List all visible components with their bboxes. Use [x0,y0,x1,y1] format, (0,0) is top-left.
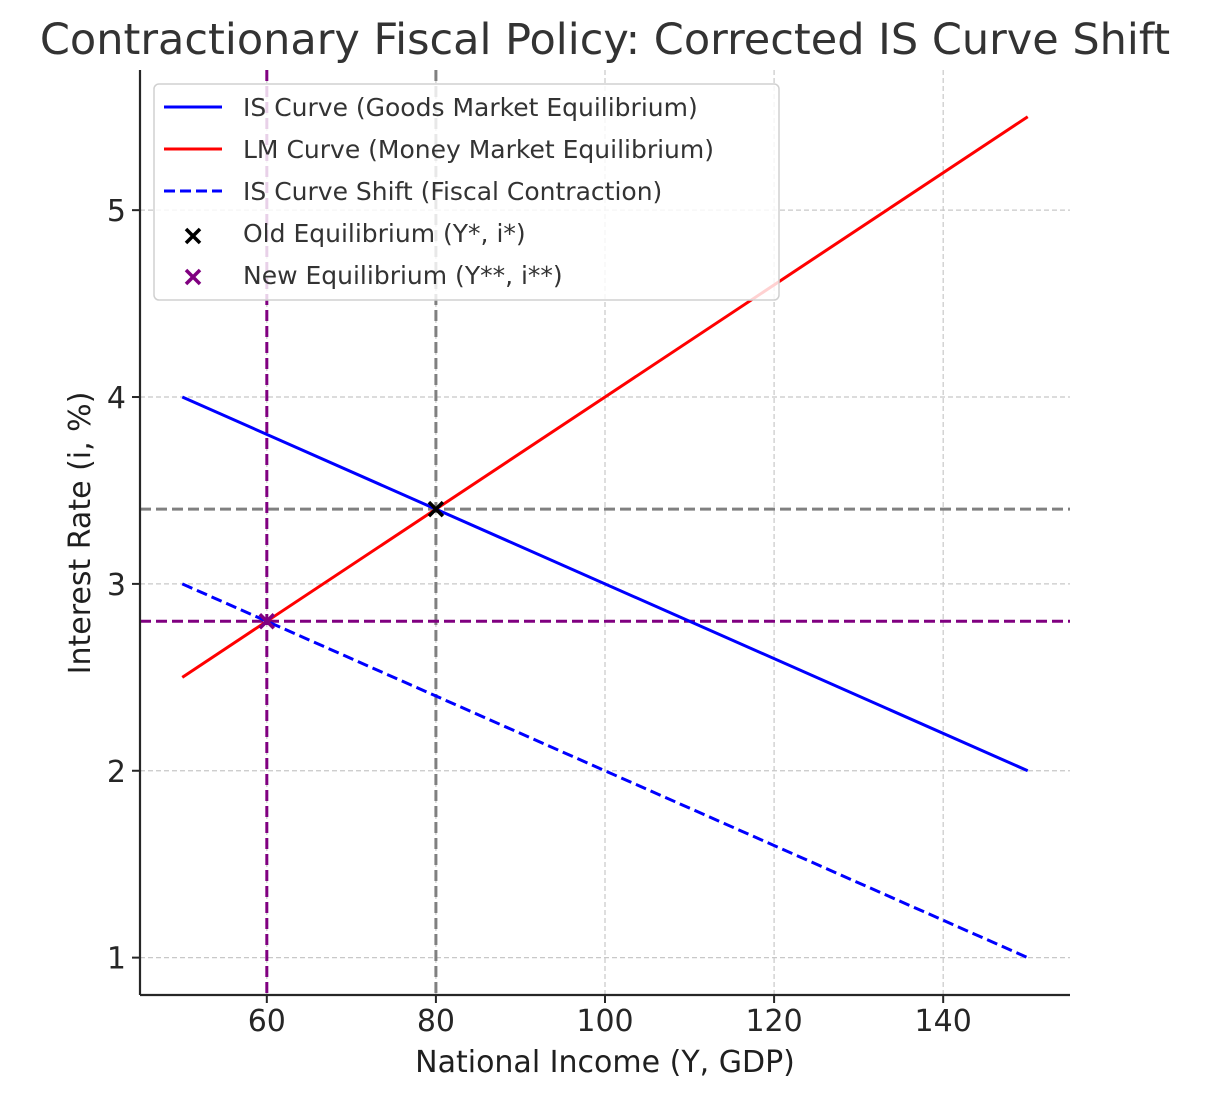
x-axis-label: National Income (Y, GDP) [415,1045,795,1080]
legend-label-is-shift: IS Curve Shift (Fiscal Contraction) [243,177,662,206]
y-tick-label-3: 3 [107,568,126,603]
y-axis-label: Interest Rate (i, %) [63,392,98,675]
legend-label-is-curve: IS Curve (Goods Market Equilibrium) [243,93,698,122]
x-tick-label-80: 80 [417,1004,455,1039]
point-old-equilibrium-y-i [427,500,445,518]
legend-label-new-equilibrium: New Equilibrium (Y**, i**) [243,261,563,290]
y-tick-label-5: 5 [107,194,126,229]
legend-marker-new-equilibrium [184,268,202,286]
legend: IS Curve (Goods Market Equilibrium) LM C… [153,83,780,301]
x-tick-label-140: 140 [915,1004,972,1039]
y-tick-label-4: 4 [107,381,126,416]
y-tick-label-2: 2 [107,755,126,790]
y-tick-label-1: 1 [107,942,126,977]
series-is-curve-goods-market-equilibrium [181,395,1029,773]
x-tick-label-120: 120 [745,1004,802,1039]
point-new-equilibrium-y-i [258,613,276,630]
series-is-curve-shift-fiscal-contraction [181,582,1029,959]
legend-label-old-equilibrium: Old Equilibrium (Y*, i*) [243,219,526,248]
x-tick-label-100: 100 [576,1004,633,1039]
legend-label-lm-curve: LM Curve (Money Market Equilibrium) [243,135,714,164]
chart-title: Contractionary Fiscal Policy: Corrected … [40,15,1170,65]
series-lm-curve-money-market-equilibrium [181,115,1029,679]
equilibrium-points [258,500,445,630]
legend-marker-old-equilibrium [184,227,202,245]
x-axis-ticks: 60 80 100 120 140 [248,995,972,1039]
series-lines [181,115,1029,959]
y-axis-ticks: 1 2 3 4 5 [107,194,140,977]
x-tick-label-60: 60 [248,1004,286,1039]
legend-box [153,83,780,301]
